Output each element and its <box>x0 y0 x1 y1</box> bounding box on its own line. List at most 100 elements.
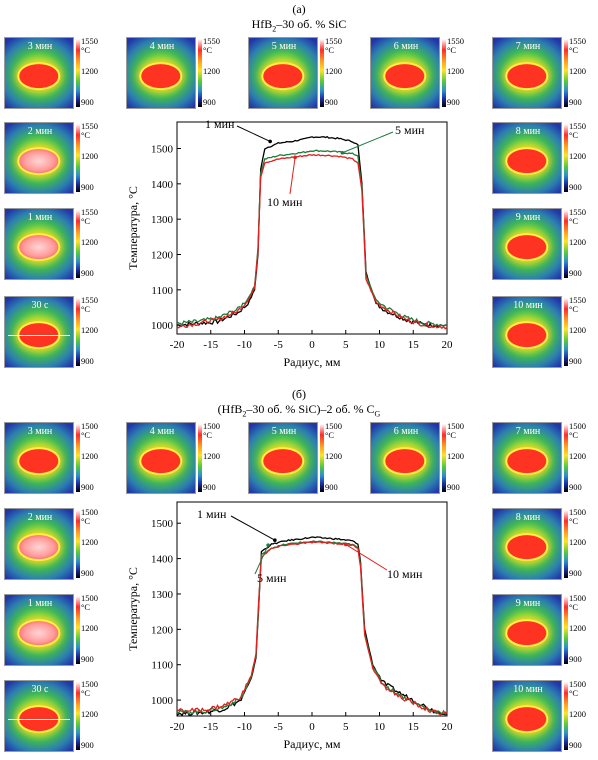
colorbar-label-bottom: 900 <box>569 740 582 750</box>
scan-line <box>8 718 70 720</box>
colorbar-label-unit: °C <box>569 45 579 55</box>
x-tick-label: 10 <box>374 721 386 733</box>
x-tick-label: 20 <box>442 339 454 351</box>
colorbar-label-mid: 1200 <box>569 151 586 161</box>
colorbar-label-top: 1550 <box>81 36 98 46</box>
thermogram-tile: 3 мин 1500 °C 1200 900 <box>4 422 98 494</box>
y-tick-label: 1300 <box>151 589 174 601</box>
colorbar-label-mid: 1200 <box>81 151 98 161</box>
thermogram-tile: 1 мин 1500 °C 1200 900 <box>4 594 98 666</box>
thermogram-tile: 4 мин 1500 °C 1200 900 <box>126 422 220 494</box>
annotation-arrow <box>345 544 388 571</box>
tile-time-label: 6 мин <box>393 426 419 437</box>
annotation-arrow <box>342 131 394 154</box>
hot-spot <box>507 234 547 259</box>
thermogram-image: 30 с <box>4 680 74 752</box>
thermogram-tile: 5 мин 1550 °C 1200 900 <box>248 37 342 109</box>
x-tick-label: -20 <box>170 721 185 733</box>
colorbar <box>76 424 80 492</box>
colorbar <box>198 424 202 492</box>
colorbar-label-top: 1500 <box>325 421 342 431</box>
chart-b: -20 -15 -10 -5 0 5 10 15 20 1000 1100 1200 1300 1400 1… <box>126 501 453 751</box>
colorbar-label-mid: 1200 <box>447 451 464 461</box>
series-line <box>176 541 448 716</box>
colorbar <box>76 510 80 578</box>
colorbar <box>76 682 80 750</box>
colorbar-label-mid: 1200 <box>569 623 586 633</box>
colorbar-label-unit: °C <box>325 430 335 440</box>
annotation-label: 5 мин <box>257 571 287 585</box>
x-tick-label: -20 <box>170 339 185 351</box>
colorbar-label-mid: 1200 <box>81 451 98 461</box>
y-tick-label: 1200 <box>151 624 174 636</box>
colorbar-label-top: 1500 <box>569 507 586 517</box>
colorbar-label-unit: °C <box>81 304 91 314</box>
x-tick-label: -10 <box>237 721 252 733</box>
colorbar-label-unit: °C <box>325 45 335 55</box>
colorbar-label-unit: °C <box>81 45 91 55</box>
colorbar <box>564 510 568 578</box>
colorbar-label-unit: °C <box>203 430 213 440</box>
scan-line <box>8 334 70 336</box>
x-tick-label: 5 <box>343 339 349 351</box>
colorbar <box>320 424 324 492</box>
thermogram-tile: 10 мин 1500 °C 1200 900 <box>492 680 586 752</box>
tile-time-label: 10 мин <box>513 300 543 311</box>
thermogram-image: 8 мин <box>492 122 562 194</box>
thermogram-image: 2 мин <box>4 508 74 580</box>
colorbar-label-mid: 1200 <box>81 325 98 335</box>
colorbar-label-unit: °C <box>81 216 91 226</box>
hot-spot <box>507 534 547 559</box>
colorbar-label-unit: °C <box>569 216 579 226</box>
x-tick-label: 15 <box>408 339 420 351</box>
y-tick-label: 1400 <box>151 179 174 191</box>
colorbar-label-top: 1500 <box>569 593 586 603</box>
colorbar-label-top: 1500 <box>81 507 98 517</box>
annotation-arrowhead <box>293 155 297 160</box>
hot-spot <box>507 620 547 645</box>
x-tick-label: -15 <box>203 339 218 351</box>
y-tick-label: 1400 <box>151 554 174 566</box>
thermogram-tile: 30 с 1550 °C 1200 900 <box>4 296 98 368</box>
thermogram-tile: 4 мин 1550 °C 1200 900 <box>126 37 220 109</box>
colorbar-label-top: 1500 <box>81 679 98 689</box>
thermogram-image: 10 мин <box>492 680 562 752</box>
annotation-arrowhead <box>268 139 272 144</box>
colorbar <box>76 298 80 366</box>
thermogram-image: 3 мин <box>4 422 74 494</box>
colorbar <box>564 39 568 107</box>
series-line <box>176 149 448 327</box>
colorbar <box>76 210 80 278</box>
x-tick-label: -10 <box>237 339 252 351</box>
colorbar-label-mid: 1200 <box>81 709 98 719</box>
x-tick-label: 15 <box>408 721 420 733</box>
thermogram-tile: 2 мин 1550 °C 1200 900 <box>4 122 98 194</box>
thermogram-tile: 9 мин 1550 °C 1200 900 <box>492 208 586 280</box>
annotation-label: 10 мин <box>387 567 423 581</box>
x-axis-label: Радиус, мм <box>283 355 340 369</box>
panel-a-label: (а) <box>292 2 306 16</box>
hot-spot <box>263 63 303 88</box>
colorbar <box>76 124 80 192</box>
panel-b-title: (HfB2–30 об. % SiC)–2 об. % CG <box>217 402 381 419</box>
colorbar <box>564 298 568 366</box>
tile-time-label: 1 мин <box>27 598 53 609</box>
hot-spot <box>507 706 547 731</box>
colorbar-label-bottom: 900 <box>569 97 582 107</box>
panel-a-title: HfB2–30 об. % SiC <box>251 17 347 34</box>
hot-spot <box>507 322 547 347</box>
hot-spot <box>507 63 547 88</box>
colorbar-label-bottom: 900 <box>81 482 94 492</box>
colorbar-label-bottom: 900 <box>569 482 582 492</box>
thermogram-image: 6 мин <box>370 37 440 109</box>
tile-time-label: 2 мин <box>27 512 53 523</box>
series-line <box>176 135 448 329</box>
tile-time-label: 7 мин <box>515 426 541 437</box>
colorbar-label-mid: 1200 <box>569 709 586 719</box>
colorbar-label-mid: 1200 <box>569 537 586 547</box>
tile-time-label: 3 мин <box>27 41 53 52</box>
colorbar-label-bottom: 900 <box>81 740 94 750</box>
thermogram-tile: 3 мин 1550 °C 1200 900 <box>4 37 98 109</box>
colorbar-label-top: 1500 <box>447 421 464 431</box>
thermogram-tile: 7 мин 1550 °C 1200 900 <box>492 37 586 109</box>
